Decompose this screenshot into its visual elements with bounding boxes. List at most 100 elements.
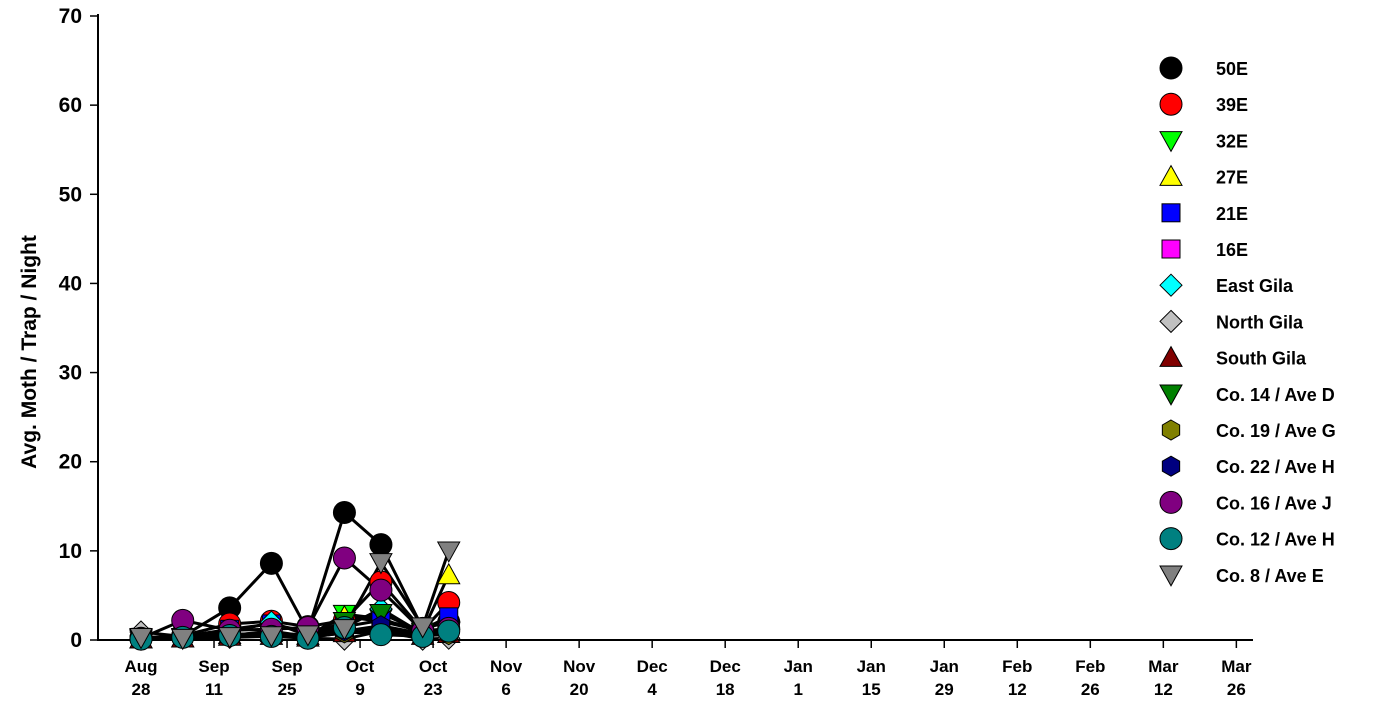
x-tick-label-month: Feb [1075, 657, 1105, 676]
data-point-14-5 [332, 619, 357, 641]
x-tick-label-day: 28 [132, 680, 151, 699]
x-tick-label: Sep 25 [271, 657, 302, 699]
legend-marker [1159, 273, 1183, 297]
data-point-13-6 [369, 623, 393, 647]
data-point-12-6 [369, 578, 393, 602]
legend-label: 16E [1216, 240, 1248, 260]
x-tick-label-month: Sep [198, 657, 229, 676]
x-tick-label-month: Dec [710, 657, 741, 676]
data-point-14-2 [217, 627, 242, 649]
data-point-14-4 [296, 625, 320, 647]
x-tick-label-month: Nov [563, 657, 596, 676]
x-tick-label-day: 6 [501, 680, 510, 699]
x-tick-label-month: Oct [419, 657, 448, 676]
legend-marker [1159, 490, 1183, 514]
data-point-12-5 [332, 546, 356, 570]
data-point-9-6 [369, 603, 393, 626]
legend-item: 21E [1161, 203, 1248, 224]
data-point-0-5 [332, 501, 356, 525]
y-tick-label: 10 [59, 540, 82, 563]
data-point-14-0 [129, 628, 153, 650]
legend-marker [1159, 131, 1183, 153]
data-point-3-8 [436, 562, 461, 585]
data-point-14-1 [170, 628, 195, 651]
x-tick-label-day: 23 [424, 680, 443, 699]
x-tick-label-day: 26 [1227, 680, 1246, 699]
x-tick-label-day: 18 [716, 680, 735, 699]
data-point-14-7 [410, 617, 435, 639]
x-tick-label-day: 15 [862, 680, 881, 699]
x-tick-label-day: 11 [205, 680, 223, 699]
legend-label: Co. 16 / Ave J [1216, 493, 1332, 513]
x-tick-label-month: Aug [124, 657, 157, 676]
legend-marker [1161, 239, 1181, 259]
x-tick-label-month: Dec [637, 657, 668, 676]
legend-item: 50E [1159, 56, 1248, 80]
legend-item: East Gila [1159, 273, 1294, 297]
x-tick-label-day: 1 [793, 680, 802, 699]
x-tick-label-day: 26 [1081, 680, 1100, 699]
x-tick-label: Mar 12 [1148, 657, 1179, 699]
legend-item: Co. 19 / Ave G [1161, 419, 1336, 441]
legend-item: Co. 8 / Ave E [1159, 565, 1324, 587]
legend-marker [1161, 203, 1181, 223]
legend-marker [1159, 309, 1183, 334]
x-tick-label-day: 25 [278, 680, 297, 699]
legend-item: 16E [1161, 239, 1248, 260]
data-point-14-6 [369, 553, 393, 575]
legend-marker [1161, 419, 1181, 441]
x-tick-label-month: Jan [857, 657, 886, 676]
legend-label: 21E [1216, 204, 1248, 224]
legend-label: 27E [1216, 168, 1248, 188]
legend-marker [1159, 345, 1183, 367]
legend-label: Co. 12 / Ave H [1216, 530, 1335, 550]
x-tick-label: Jan 15 [857, 657, 886, 699]
x-tick-label-month: Sep [271, 657, 302, 676]
legend-label: 39E [1216, 95, 1248, 115]
x-tick-label: Nov 20 [563, 657, 596, 699]
data-point-14-3 [259, 626, 284, 648]
legend-marker [1159, 56, 1183, 80]
x-tick-label-day: 12 [1008, 680, 1027, 699]
legend-marker [1159, 527, 1183, 551]
x-tick-label-month: Jan [784, 657, 813, 676]
x-tick-label-day: 29 [935, 680, 954, 699]
x-tick-label-month: Oct [346, 657, 375, 676]
legend-item: 39E [1159, 92, 1248, 116]
legend-label: Co. 19 / Ave G [1216, 421, 1336, 441]
data-point-0-6 [369, 533, 393, 557]
data-point-13-8 [437, 619, 461, 643]
x-tick-label: Oct 23 [419, 657, 448, 699]
x-tick-label: Oct 9 [346, 657, 375, 699]
legend-item: 32E [1159, 131, 1248, 153]
x-tick-label-month: Mar [1148, 657, 1179, 676]
x-tick-label-month: Feb [1002, 657, 1032, 676]
legend-label: North Gila [1216, 312, 1304, 332]
data-point-0-3 [259, 551, 283, 575]
legend-item: Co. 14 / Ave D [1159, 384, 1335, 406]
y-tick-label: 20 [59, 451, 82, 474]
x-tick-label-month: Mar [1221, 657, 1252, 676]
x-tick-label-month: Jan [930, 657, 959, 676]
x-tick-label-day: 20 [570, 680, 589, 699]
legend: 50E 39E 32E 27E 21E 16E East Gila North Gila Sou… [1159, 56, 1336, 587]
legend-marker [1161, 455, 1181, 477]
legend-marker [1159, 92, 1183, 116]
x-tick-label: Aug 28 [124, 657, 157, 699]
legend-item: Co. 16 / Ave J [1159, 490, 1332, 514]
x-tick-label-day: 4 [647, 680, 657, 699]
legend-label: East Gila [1216, 276, 1294, 296]
legend-marker [1159, 384, 1183, 406]
x-tick-label-day: 9 [355, 680, 364, 699]
legend-label: 50E [1216, 59, 1248, 79]
x-tick-label: Feb 26 [1075, 657, 1105, 699]
x-tick-label: Mar 26 [1221, 657, 1252, 699]
x-tick-label-month: Nov [490, 657, 523, 676]
y-tick-label: 70 [59, 5, 82, 28]
legend-label: Co. 8 / Ave E [1216, 566, 1324, 586]
data-point-14-8 [436, 541, 461, 563]
y-tick-label: 60 [59, 94, 82, 117]
legend-item: North Gila [1159, 309, 1304, 334]
series-markers [129, 501, 461, 652]
